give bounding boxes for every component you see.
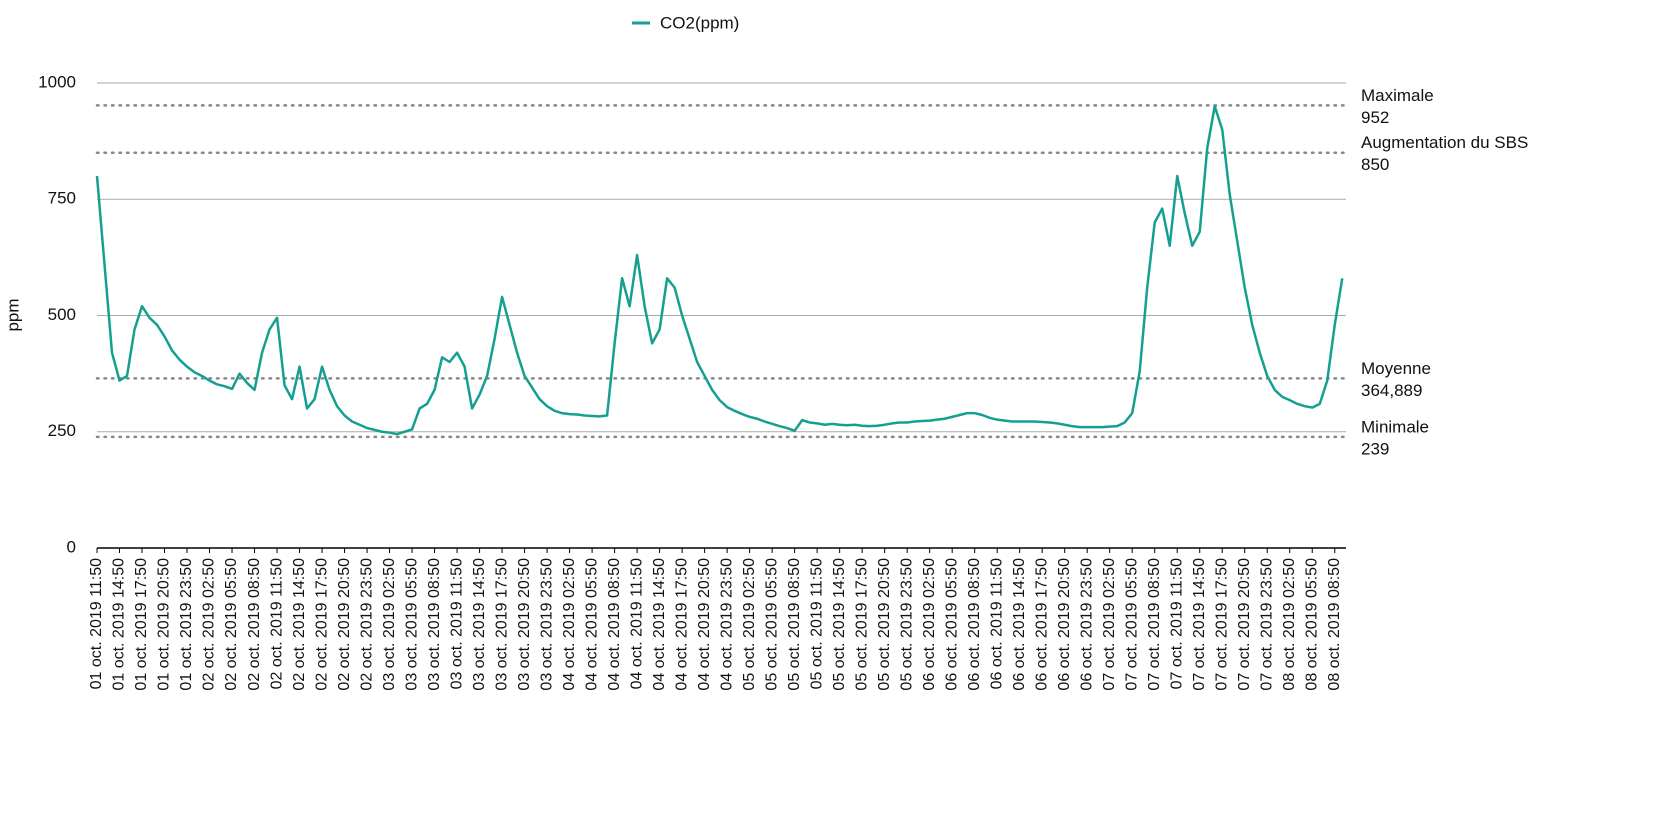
reference-name: Augmentation du SBS [1361, 133, 1528, 152]
x-tick-label: 04 oct. 2019 23:50 [718, 558, 735, 691]
x-tick-label: 02 oct. 2019 14:50 [291, 558, 308, 691]
x-tick-label: 04 oct. 2019 08:50 [606, 558, 623, 691]
x-tick-label: 05 oct. 2019 05:50 [763, 558, 780, 691]
x-tick-label: 05 oct. 2019 08:50 [786, 558, 803, 691]
x-tick-label: 06 oct. 2019 23:50 [1078, 558, 1095, 691]
x-tick-label: 07 oct. 2019 02:50 [1101, 558, 1118, 691]
x-tick-label: 04 oct. 2019 20:50 [696, 558, 713, 691]
x-tick-label: 04 oct. 2019 17:50 [673, 558, 690, 691]
x-tick-label: 02 oct. 2019 20:50 [336, 558, 353, 691]
x-tick-label: 04 oct. 2019 14:50 [651, 558, 668, 691]
x-tick-label: 01 oct. 2019 17:50 [133, 558, 150, 691]
x-tick-label: 04 oct. 2019 11:50 [628, 558, 645, 689]
x-tick-label: 03 oct. 2019 11:50 [448, 558, 465, 689]
x-tick-label: 04 oct. 2019 05:50 [583, 558, 600, 691]
reference-value: 239 [1361, 439, 1389, 458]
x-tick-label: 02 oct. 2019 08:50 [246, 558, 263, 691]
x-tick-label: 05 oct. 2019 17:50 [853, 558, 870, 691]
reference-name: Maximale [1361, 86, 1434, 105]
x-tick-label: 07 oct. 2019 14:50 [1191, 558, 1208, 691]
y-tick-label: 500 [48, 305, 76, 324]
x-tick-label: 03 oct. 2019 23:50 [538, 558, 555, 691]
y-tick-label: 750 [48, 189, 76, 208]
x-tick-label: 01 oct. 2019 11:50 [88, 558, 105, 689]
x-tick-label: 06 oct. 2019 20:50 [1056, 558, 1073, 691]
reference-value: 952 [1361, 108, 1389, 127]
x-tick-label: 07 oct. 2019 11:50 [1168, 558, 1185, 689]
x-tick-label: 03 oct. 2019 08:50 [426, 558, 443, 691]
x-tick-label: 01 oct. 2019 20:50 [156, 558, 173, 691]
x-tick-label: 06 oct. 2019 11:50 [988, 558, 1005, 689]
x-tick-label: 06 oct. 2019 02:50 [921, 558, 938, 691]
y-tick-label: 250 [48, 421, 76, 440]
x-tick-label: 07 oct. 2019 08:50 [1146, 558, 1163, 691]
x-tick-label: 06 oct. 2019 08:50 [966, 558, 983, 691]
x-tick-label: 01 oct. 2019 14:50 [111, 558, 128, 691]
y-tick-label: 0 [67, 537, 76, 556]
x-tick-label: 06 oct. 2019 17:50 [1033, 558, 1050, 691]
y-axis-label: ppm [3, 298, 22, 331]
x-tick-label: 08 oct. 2019 05:50 [1303, 558, 1320, 691]
x-tick-label: 06 oct. 2019 05:50 [943, 558, 960, 691]
data-line [95, 105, 1344, 436]
x-tick-label: 08 oct. 2019 08:50 [1326, 558, 1343, 691]
x-tick-label: 07 oct. 2019 05:50 [1123, 558, 1140, 691]
x-tick-label: 07 oct. 2019 23:50 [1258, 558, 1275, 691]
y-tick-label: 1000 [38, 72, 76, 91]
x-tick-label: 04 oct. 2019 02:50 [561, 558, 578, 691]
x-tick-label: 02 oct. 2019 05:50 [223, 558, 240, 691]
x-tick-label: 03 oct. 2019 02:50 [381, 558, 398, 691]
reference-name: Moyenne [1361, 359, 1431, 378]
reference-value: 364,889 [1361, 381, 1422, 400]
x-tick-label: 03 oct. 2019 20:50 [516, 558, 533, 691]
x-tick-label: 05 oct. 2019 23:50 [898, 558, 915, 691]
x-tick-label: 02 oct. 2019 17:50 [313, 558, 330, 691]
reference-value: 850 [1361, 155, 1389, 174]
x-tick-label: 03 oct. 2019 14:50 [471, 558, 488, 691]
x-tick-label: 05 oct. 2019 14:50 [831, 558, 848, 691]
x-tick-label: 05 oct. 2019 11:50 [808, 558, 825, 689]
x-tick-label: 07 oct. 2019 17:50 [1213, 558, 1230, 691]
x-tick-label: 03 oct. 2019 17:50 [493, 558, 510, 691]
reference-name: Minimale [1361, 417, 1429, 436]
x-tick-label: 02 oct. 2019 23:50 [358, 558, 375, 691]
x-tick-label: 06 oct. 2019 14:50 [1011, 558, 1028, 691]
x-tick-label: 07 oct. 2019 20:50 [1236, 558, 1253, 691]
x-tick-label: 01 oct. 2019 23:50 [178, 558, 195, 691]
x-tick-label: 03 oct. 2019 05:50 [403, 558, 420, 691]
x-tick-label: 05 oct. 2019 02:50 [741, 558, 758, 691]
x-tick-label: 02 oct. 2019 11:50 [268, 558, 285, 689]
legend-label: CO2(ppm) [660, 13, 739, 32]
x-tick-label: 02 oct. 2019 02:50 [201, 558, 218, 691]
x-tick-label: 08 oct. 2019 02:50 [1281, 558, 1298, 691]
x-tick-label: 05 oct. 2019 20:50 [876, 558, 893, 691]
